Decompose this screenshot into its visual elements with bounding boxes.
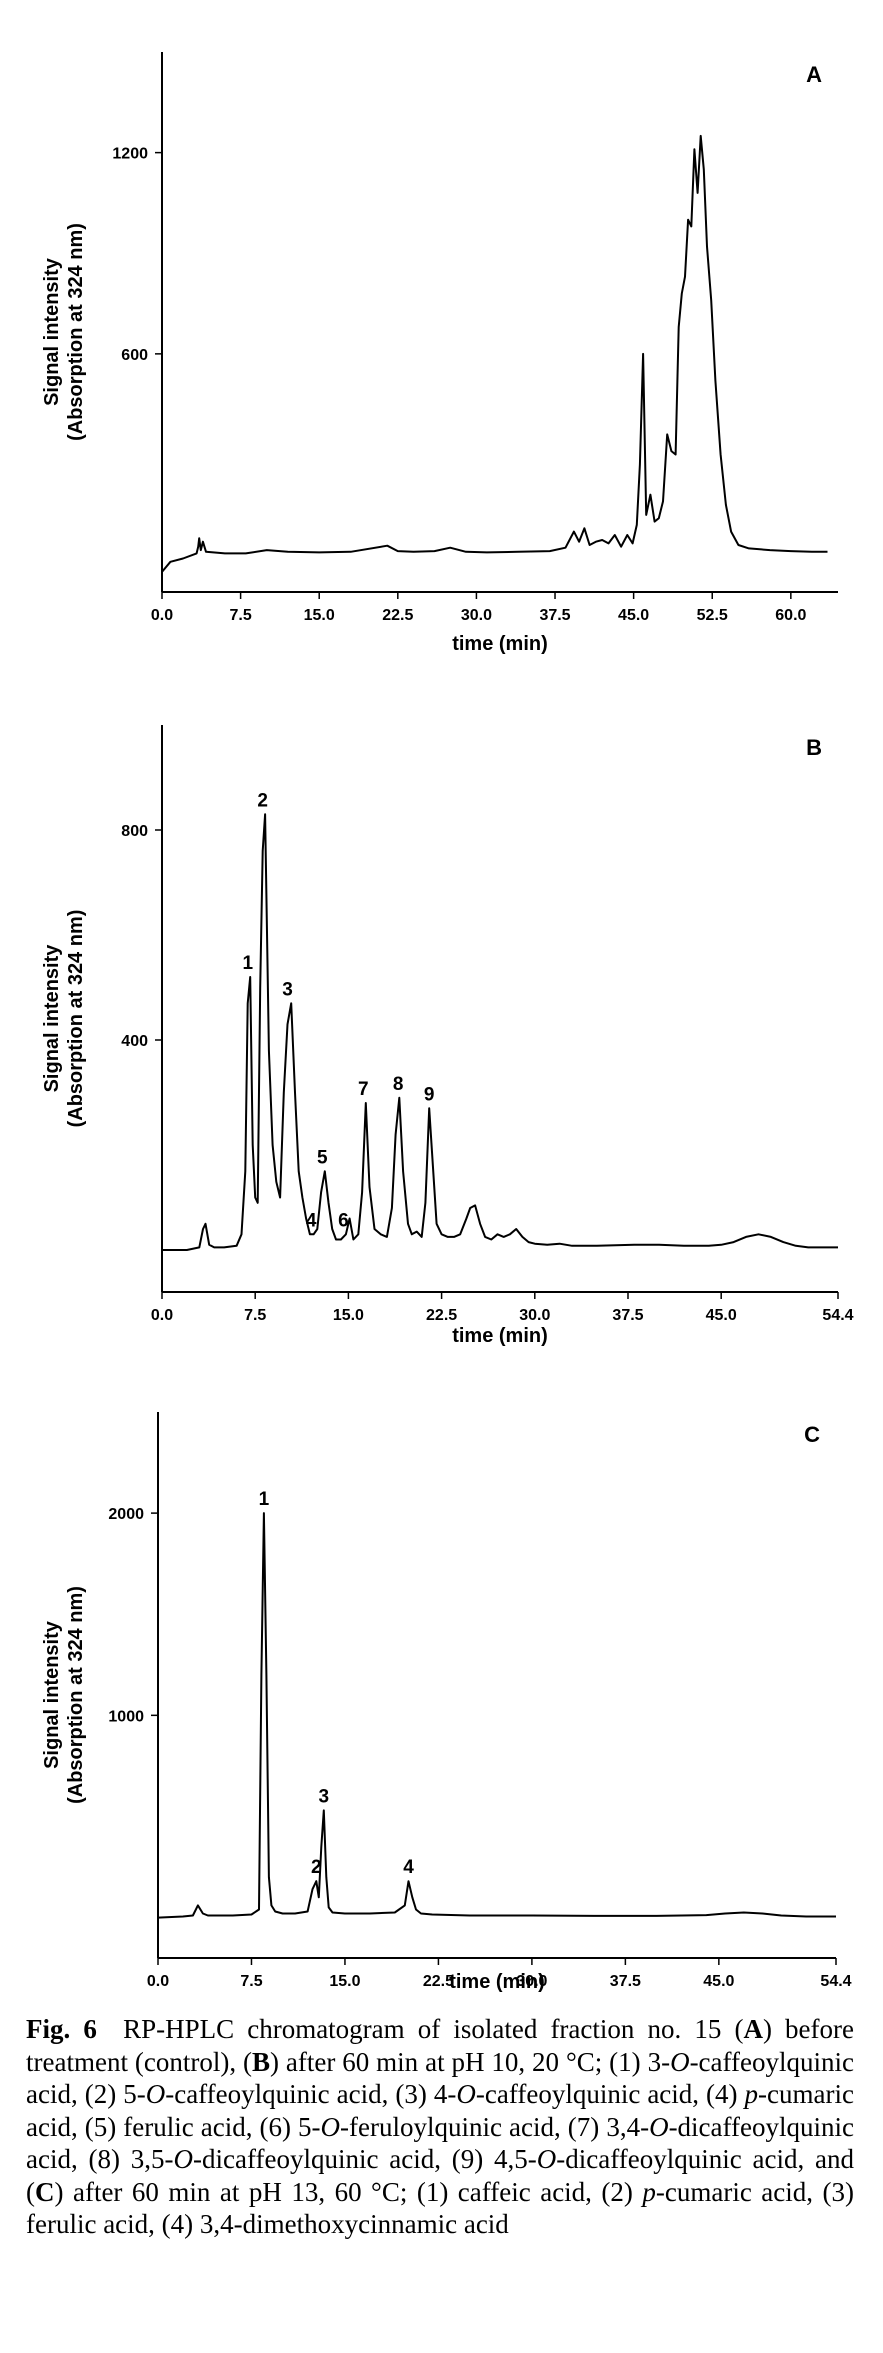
x-tick-label: 22.5	[423, 1973, 454, 1990]
caption-segment: -feruloylquinic acid, (7) 3,4-	[340, 2111, 650, 2142]
caption-segment: O	[145, 2079, 166, 2109]
caption-segment: A	[743, 2014, 763, 2044]
y-tick-label: 1200	[112, 146, 148, 163]
plot-a: 0.0 7.5 15.0 22.5 30.0 37.5 45.0 52.5 60.0 600 120…	[41, 52, 838, 655]
peak-label: 4	[403, 1857, 414, 1878]
x-tick-label: 30.0	[519, 1307, 550, 1324]
caption-segment: p	[642, 2176, 656, 2207]
caption-segment: O	[670, 2046, 690, 2077]
chart-b: 0.0 7.5 15.0 22.5 30.0 37.5 45.0 54.4 400 800 time…	[41, 725, 854, 1347]
caption-segment: ) after 60 min at pH 13, 60 °C; (1) caff…	[54, 2176, 643, 2207]
x-tick-label: 37.5	[612, 1307, 643, 1324]
x-tick-label: 45.0	[618, 607, 649, 624]
caption-segment: -caffeoylquinic acid, (4)	[475, 2079, 745, 2109]
peak-label: 4	[306, 1210, 317, 1231]
panel-label: B	[806, 735, 822, 760]
peak-label: 3	[282, 979, 293, 1000]
chromatogram-trace	[162, 813, 838, 1251]
y-tick-label: 400	[121, 1033, 148, 1050]
x-tick-label: 37.5	[610, 1973, 641, 1990]
x-tick-label: 15.0	[329, 1973, 360, 1990]
x-tick-label: 7.5	[240, 1973, 262, 1990]
peak-label: 5	[317, 1147, 328, 1168]
peak-label: 3	[318, 1786, 329, 1807]
x-tick-label: 52.5	[697, 607, 728, 624]
caption-segment: O	[649, 2111, 669, 2142]
y-axis-title: Signal intensity	[41, 944, 63, 1093]
y-tick-label: 2000	[108, 1506, 144, 1523]
x-axis-title: time (min)	[449, 1971, 545, 1993]
peak-label: 1	[259, 1489, 270, 1510]
peak-label: 1	[242, 953, 253, 974]
x-tick-label: 0.0	[151, 1307, 173, 1324]
x-tick-label: 45.0	[703, 1973, 734, 1990]
x-tick-label: 45.0	[706, 1307, 737, 1324]
caption-segment: -caffeoylquinic acid, (3) 4-	[165, 2079, 457, 2109]
x-tick-label: 54.4	[822, 1307, 853, 1324]
y-tick-label: 600	[121, 347, 148, 364]
x-tick-label: 0.0	[147, 1973, 169, 1990]
x-tick-label: 37.5	[539, 607, 570, 624]
caption-segment: B	[251, 2046, 270, 2077]
caption-segment: p	[744, 2079, 759, 2109]
caption-segment: O	[456, 2079, 476, 2109]
peak-label: 2	[311, 1857, 322, 1878]
panel-label: A	[806, 62, 822, 87]
caption-segment: C	[35, 2176, 55, 2207]
y-axis-title: Signal intensity	[41, 1620, 63, 1769]
y-tick-label: 1000	[108, 1708, 144, 1725]
plot-c: 0.0 7.5 15.0 22.5 30.0 37.5 45.0 54.4 1000 2000 ti…	[41, 1412, 852, 1993]
x-tick-label: 54.4	[820, 1973, 851, 1990]
caption-text: RP-HPLC chromatogram of isolated fractio…	[26, 2014, 854, 2239]
caption-segment: -dicaffeoylquinic acid, (9) 4,5-	[193, 2144, 537, 2174]
caption-segment: -cumaric acid, (3) ferulic acid, (4) 3,4…	[26, 2176, 854, 2240]
x-tick-label: 30.0	[516, 1973, 547, 1990]
chart-a: 0.0 7.5 15.0 22.5 30.0 37.5 45.0 52.5 60.0 600 120…	[41, 52, 838, 655]
x-tick-label: 22.5	[382, 607, 413, 624]
panel-label: C	[804, 1422, 820, 1447]
x-axis-title: time (min)	[452, 633, 548, 655]
y-axis-title: (Absorption at 324 nm)	[65, 910, 87, 1128]
x-tick-label: 7.5	[244, 1307, 266, 1324]
caption-segment: O	[173, 2144, 194, 2174]
x-axis-title: time (min)	[452, 1325, 548, 1347]
x-tick-label: 7.5	[229, 607, 251, 624]
caption-segment: -dicaffeoylquinic acid, and (	[26, 2144, 854, 2207]
x-tick-label: 60.0	[775, 607, 806, 624]
figure-caption: Fig. 6 RP-HPLC chromatogram of isolated …	[26, 2013, 854, 2241]
x-tick-label: 30.0	[461, 607, 492, 624]
caption-segment: -caffeoylquinic acid, (2) 5-	[26, 2046, 854, 2110]
x-tick-label: 15.0	[333, 1307, 364, 1324]
x-tick-label: 22.5	[426, 1307, 457, 1324]
y-axis-title: (Absorption at 324 nm)	[65, 1586, 87, 1804]
peak-label: 8	[393, 1074, 404, 1095]
chromatogram-trace	[161, 134, 828, 573]
x-tick-label: 0.0	[151, 607, 173, 624]
caption-segment: O	[320, 2111, 341, 2142]
caption-segment: RP-HPLC chromatogram of isolated fractio…	[123, 2014, 744, 2044]
y-tick-label: 800	[121, 823, 148, 840]
y-axis-title: Signal intensity	[41, 257, 63, 406]
caption-label: Fig. 6	[26, 2014, 97, 2044]
peak-label: 7	[358, 1079, 369, 1100]
y-axis-title: (Absorption at 324 nm)	[65, 223, 87, 441]
chromatogram-trace	[157, 1512, 836, 1919]
peak-label: 9	[424, 1084, 435, 1105]
caption-segment: ) after 60 min at pH 10, 20 °C; (1) 3-	[270, 2046, 671, 2077]
x-tick-label: 15.0	[304, 607, 335, 624]
caption-segment: ) before treatment (control), (	[26, 2014, 854, 2077]
peak-label: 6	[338, 1210, 349, 1231]
plot-b: 0.0 7.5 15.0 22.5 30.0 37.5 45.0 54.4 400 800 time…	[41, 725, 854, 1347]
caption-segment: -cumaric acid, (5) ferulic acid, (6) 5-	[26, 2079, 854, 2142]
chart-c: 0.0 7.5 15.0 22.5 30.0 37.5 45.0 54.4 1000 2000 ti…	[41, 1412, 852, 1993]
caption-segment: O	[536, 2144, 557, 2174]
peak-label: 2	[257, 790, 268, 811]
caption-segment: -dicaffeoylquinic acid, (8) 3,5-	[26, 2111, 854, 2175]
